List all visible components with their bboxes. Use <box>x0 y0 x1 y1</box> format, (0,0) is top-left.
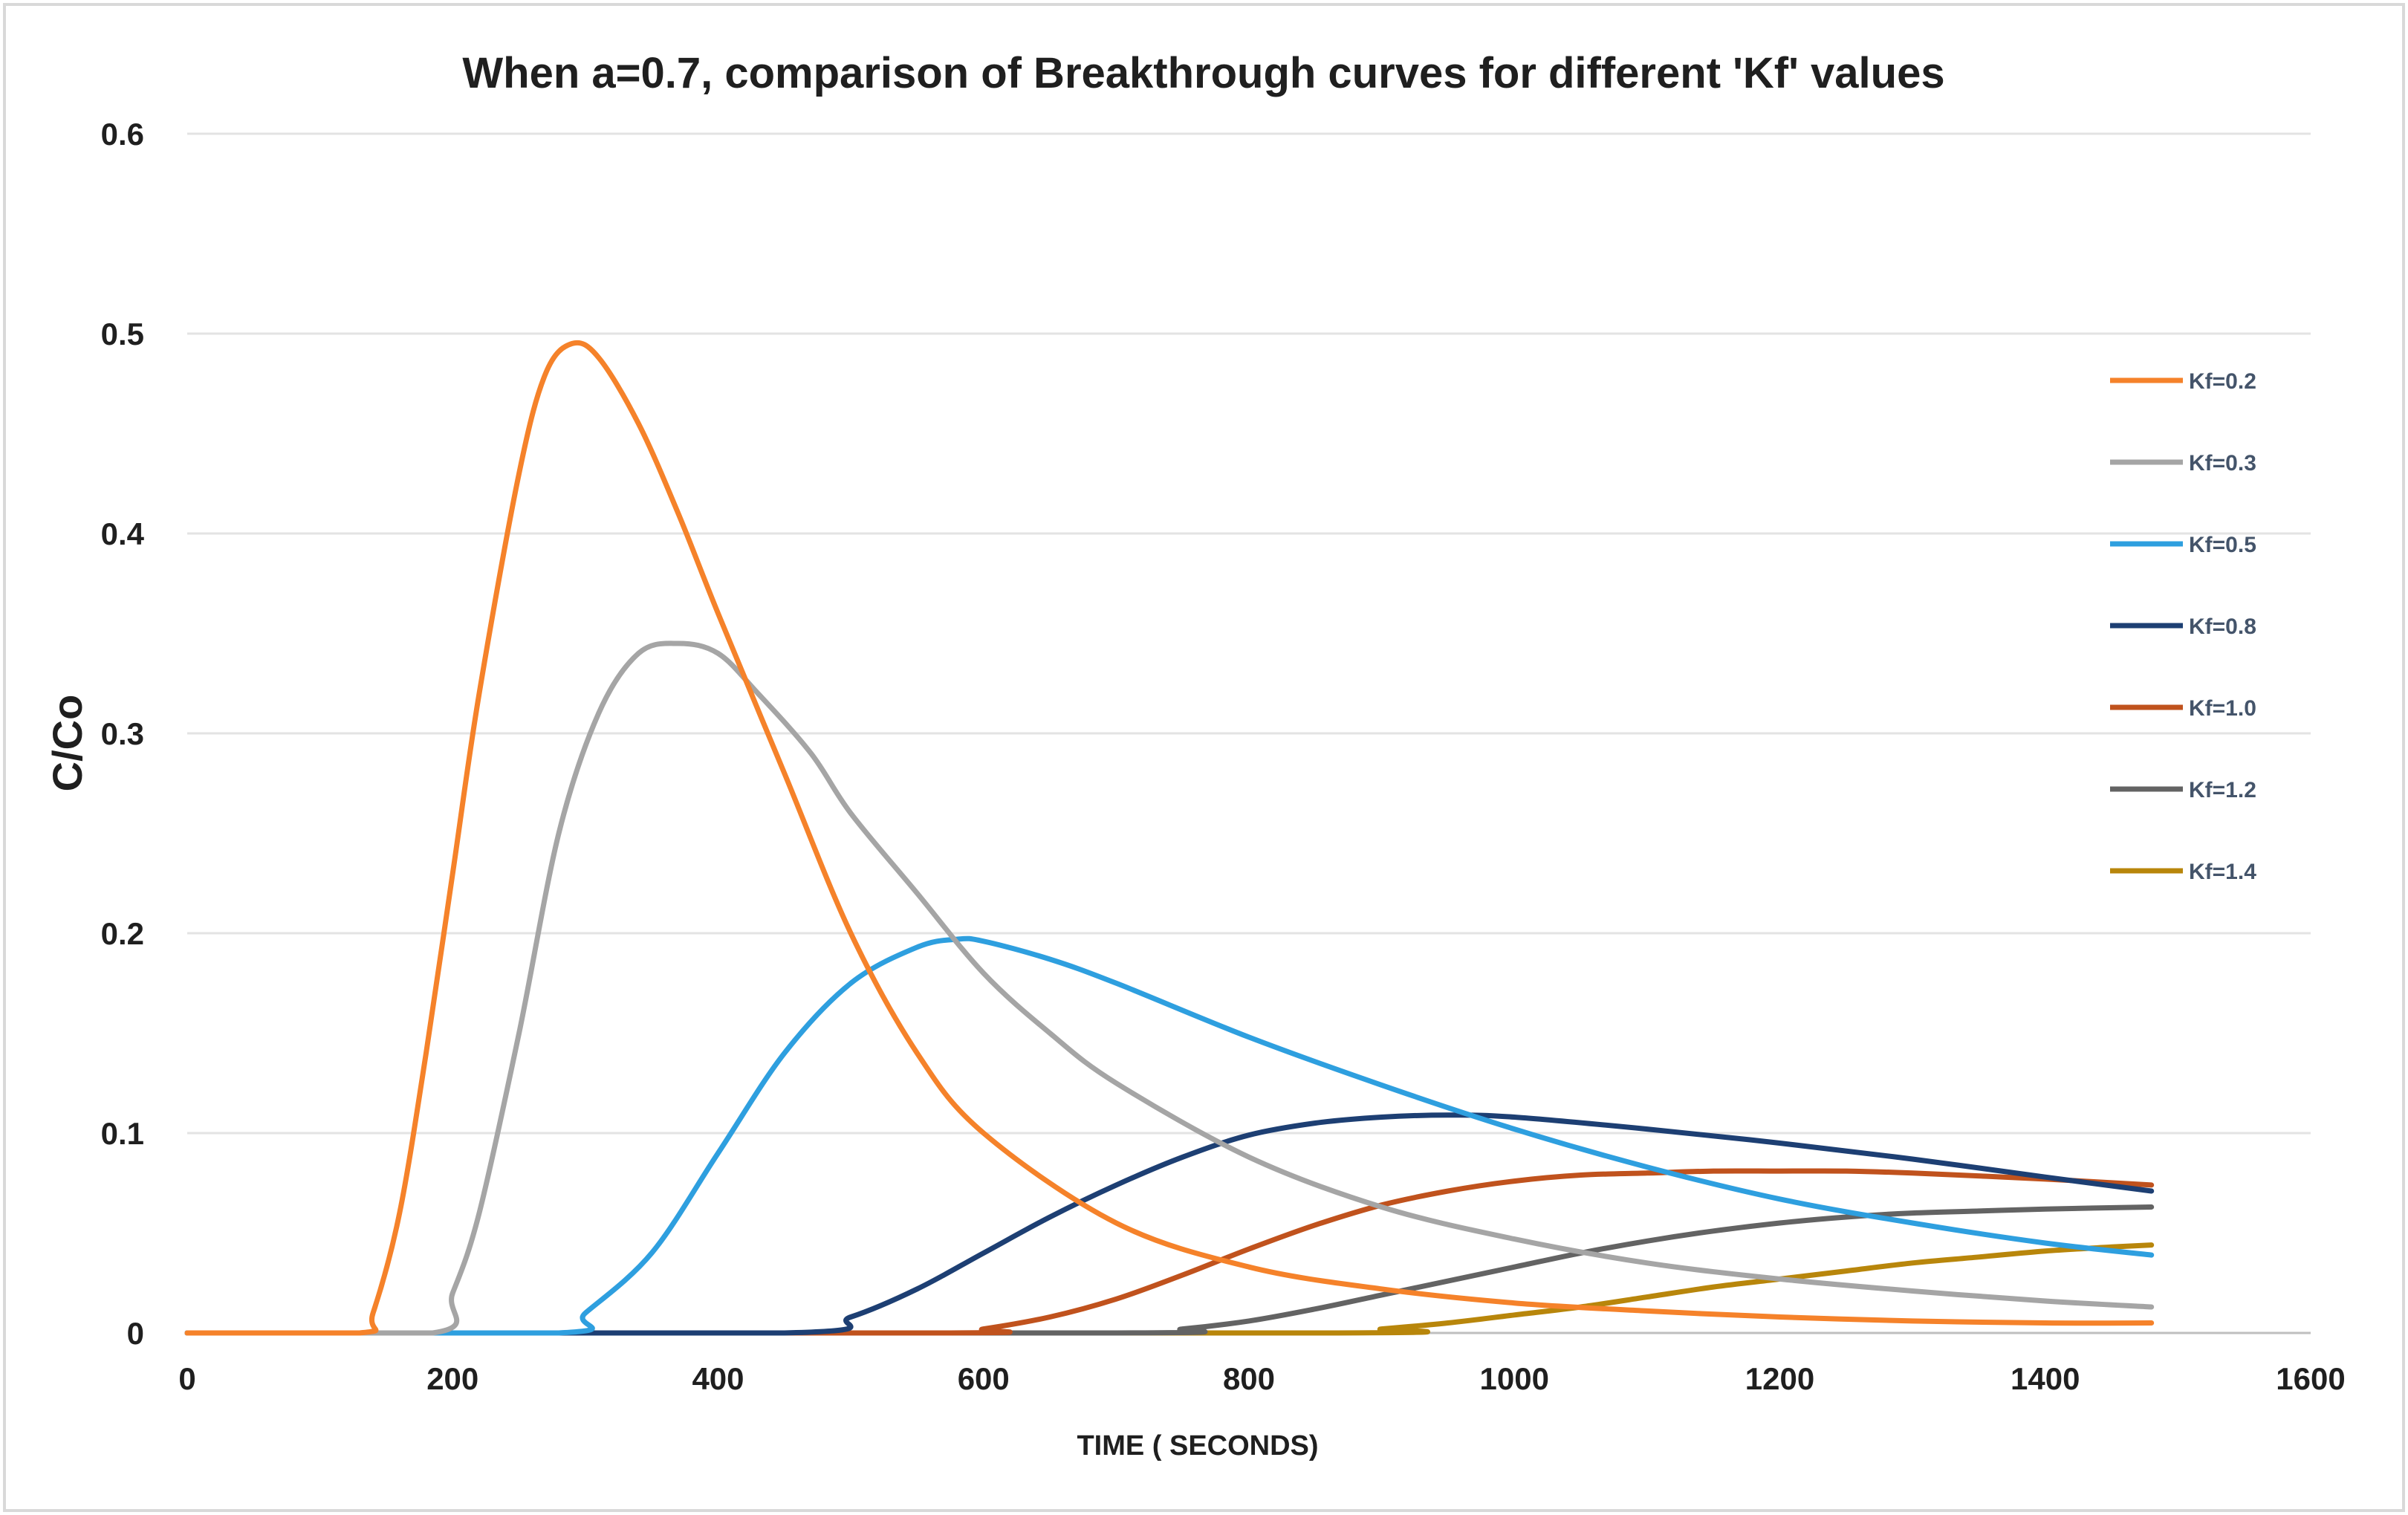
legend-label: Kf=1.2 <box>2189 778 2256 802</box>
legend-label: Kf=1.0 <box>2189 696 2256 721</box>
series-lines <box>184 340 2155 1336</box>
series-line-kf-0-8 <box>184 1112 2155 1336</box>
y-tick-label: 0 <box>127 1316 144 1351</box>
y-tick-label: 0.3 <box>101 716 144 751</box>
legend-label: Kf=0.3 <box>2189 451 2256 476</box>
y-tick-label: 0.6 <box>101 117 144 152</box>
x-tick-label: 1600 <box>2276 1361 2345 1396</box>
series-line-kf-0-5 <box>184 935 2155 1336</box>
y-tick-label: 0.5 <box>101 317 144 351</box>
y-tick-label: 0.2 <box>101 916 144 951</box>
x-tick-label: 800 <box>1223 1361 1275 1396</box>
x-tick-label: 400 <box>692 1361 744 1396</box>
x-axis-title: TIME ( SECONDS) <box>1077 1430 1318 1462</box>
grid-lines <box>187 132 2311 1135</box>
series-line-kf-0-2 <box>184 340 2155 1336</box>
x-tick-label: 1400 <box>2011 1361 2080 1396</box>
x-tick-label: 1000 <box>1480 1361 1549 1396</box>
y-axis-title: C/Co <box>44 695 91 792</box>
x-tick-label: 600 <box>958 1361 1010 1396</box>
chart-frame <box>3 3 2405 1512</box>
x-tick-label: 200 <box>426 1361 478 1396</box>
y-tick-labels: 0 0.1 0.2 0.3 0.4 0.5 0.6 <box>101 117 145 1351</box>
legend-label: Kf=1.4 <box>2189 860 2256 884</box>
y-tick-label: 0.1 <box>101 1116 144 1151</box>
x-tick-label: 1200 <box>1745 1361 1814 1396</box>
y-tick-label: 0.4 <box>101 516 145 551</box>
legend-label: Kf=0.8 <box>2189 614 2256 639</box>
legend: Kf=0.2 Kf=0.3 Kf=0.5 Kf=0.8 Kf=1.0 Kf=1.2 Kf=1… <box>2110 369 2256 884</box>
x-tick-labels: 0 200 400 600 800 1000 1200 1400 1600 <box>178 1361 2345 1396</box>
chart-title: When a=0.7, comparison of Breakthrough c… <box>462 49 1944 97</box>
legend-label: Kf=0.2 <box>2189 369 2256 394</box>
legend-label: Kf=0.5 <box>2189 533 2256 557</box>
x-tick-label: 0 <box>178 1361 195 1396</box>
series-line-kf-1-2 <box>184 1204 2155 1336</box>
series-line-kf-0-3 <box>184 640 2155 1336</box>
